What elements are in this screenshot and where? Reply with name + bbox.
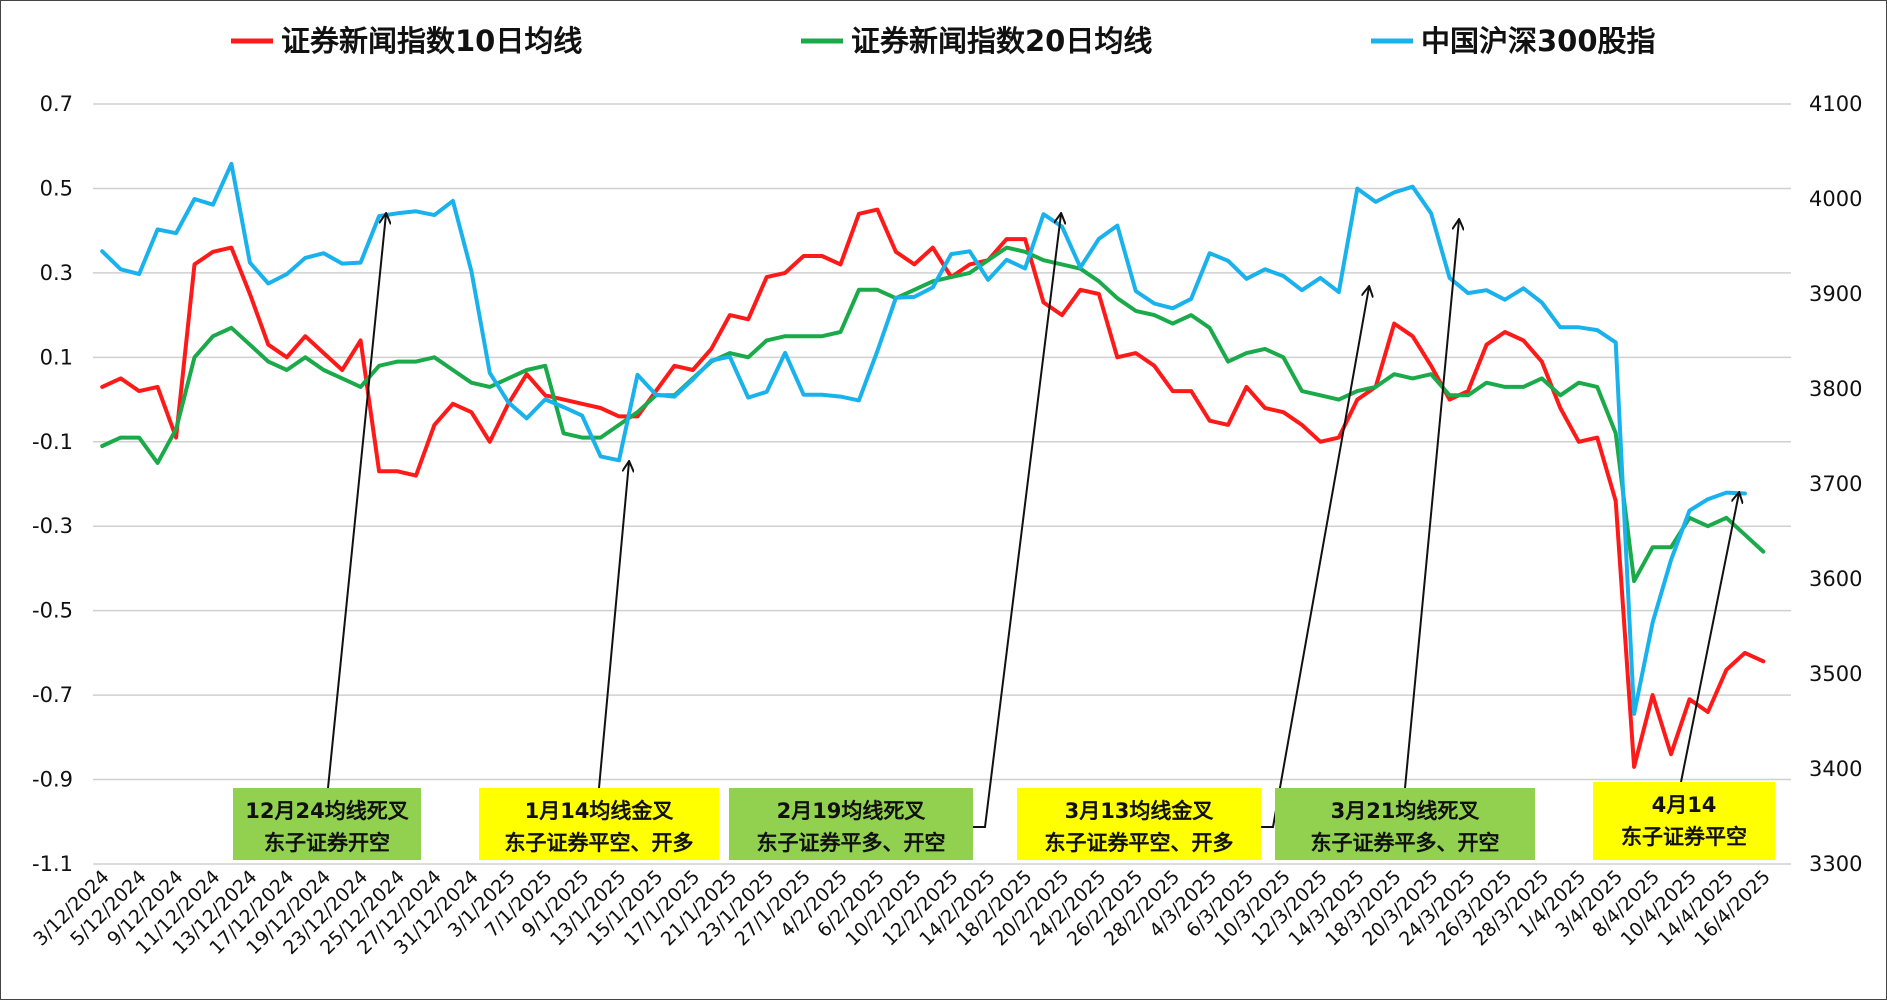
left-tick-label: -1.1: [32, 852, 73, 876]
gridlines: [93, 103, 1791, 865]
annotation-line1: 1月14均线金叉: [525, 799, 675, 823]
right-tick-label: 3900: [1809, 282, 1862, 306]
annotation-line1: 12月24均线死叉: [245, 799, 409, 823]
annotation-box: [1017, 788, 1261, 860]
legend-entry: 证券新闻指数20日均线: [851, 24, 1152, 58]
series-line-2: [100, 245, 1766, 584]
series-line-1: [100, 207, 1766, 769]
annotation-box: [1275, 788, 1535, 860]
right-tick-label: 3300: [1809, 852, 1862, 876]
annotation-line2: 东子证券平空、开多: [1045, 831, 1234, 855]
annotation-arrow: [1404, 220, 1459, 789]
annotation-arrow: [973, 214, 1061, 828]
left-tick-label: 0.3: [40, 261, 73, 285]
annotation-arrows: [327, 214, 1739, 828]
annotation-line1: 2月19均线死叉: [777, 799, 927, 823]
annotation-boxes: 12月24均线死叉东子证券开空1月14均线金叉东子证券平空、开多2月19均线死叉…: [233, 782, 1775, 860]
annotation-line2: 东子证券平多、开空: [1311, 831, 1500, 855]
left-tick-label: -0.1: [32, 430, 73, 454]
left-tick-label: 0.7: [40, 92, 73, 116]
annotation-line1: 3月13均线金叉: [1065, 799, 1215, 823]
right-tick-label: 3700: [1809, 472, 1862, 496]
annotation-line2: 东子证券平多、开空: [757, 831, 946, 855]
annotation-arrow: [1261, 287, 1369, 828]
annotation-arrow: [1680, 493, 1739, 783]
left-tick-label: -0.9: [32, 768, 73, 792]
x-axis: 3/12/20245/12/20249/12/202411/12/202413/…: [29, 866, 1775, 959]
annotation-box: [479, 788, 719, 860]
right-tick-label: 4100: [1809, 92, 1862, 116]
left-tick-label: -0.7: [32, 683, 73, 707]
right-y-axis: 4100 4000 3900 3800 3700 3600 3500 3400 3300: [1809, 92, 1862, 876]
right-tick-label: 4000: [1809, 187, 1862, 211]
right-tick-label: 3500: [1809, 662, 1862, 686]
annotation-box: [729, 788, 973, 860]
series-lines: [100, 161, 1766, 769]
left-y-axis: 0.7 0.5 0.3 0.1 -0.1 -0.3 -0.5 -0.7 -0.9 -1.1: [32, 92, 73, 876]
annotation-line2: 东子证券平空、开多: [505, 831, 694, 855]
series-line-3: [100, 161, 1747, 716]
annotation-box: [233, 788, 421, 860]
annotation-arrow: [327, 214, 386, 789]
annotation-line1: 3月21均线死叉: [1331, 799, 1481, 823]
left-tick-label: -0.3: [32, 514, 73, 538]
right-tick-label: 3600: [1809, 567, 1862, 591]
left-tick-label: -0.5: [32, 599, 73, 623]
left-tick-label: 0.1: [40, 345, 73, 369]
annotation-box: [1593, 782, 1775, 860]
legend-entry: 中国沪深300股指: [1421, 24, 1656, 58]
right-tick-label: 3400: [1809, 757, 1862, 781]
annotation-arrow: [598, 462, 629, 789]
legend: 证券新闻指数10日均线 证券新闻指数20日均线 中国沪深300股指: [231, 24, 1656, 58]
annotation-line1: 4月14: [1652, 793, 1717, 817]
legend-entry: 证券新闻指数10日均线: [281, 24, 582, 58]
left-tick-label: 0.5: [40, 176, 73, 200]
annotation-line2: 东子证券平空: [1621, 825, 1747, 849]
right-tick-label: 3800: [1809, 377, 1862, 401]
annotation-line2: 东子证券开空: [264, 831, 390, 855]
